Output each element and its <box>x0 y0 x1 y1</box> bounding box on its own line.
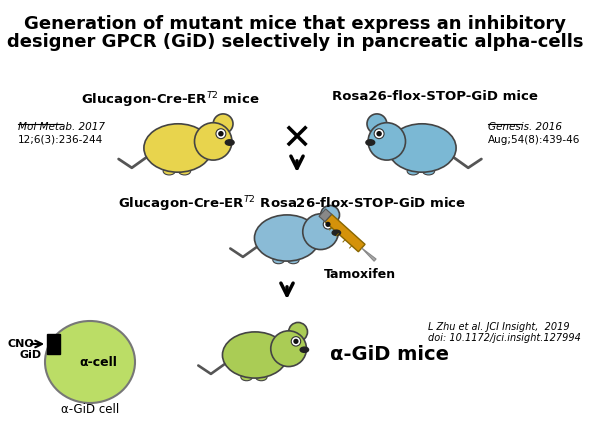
Polygon shape <box>325 214 365 252</box>
Circle shape <box>293 339 298 344</box>
Text: designer GPCR (GiD) selectively in pancreatic alpha-cells: designer GPCR (GiD) selectively in pancr… <box>7 33 583 51</box>
Ellipse shape <box>366 140 375 145</box>
Ellipse shape <box>300 347 309 352</box>
Text: α-cell: α-cell <box>79 355 117 368</box>
Polygon shape <box>362 248 376 261</box>
Ellipse shape <box>144 124 212 172</box>
Circle shape <box>376 131 382 136</box>
Circle shape <box>194 123 232 160</box>
Text: Aug;54(8):439-46: Aug;54(8):439-46 <box>488 135 580 145</box>
Circle shape <box>320 206 339 225</box>
Text: α-GiD mice: α-GiD mice <box>330 346 450 365</box>
Circle shape <box>216 129 226 139</box>
Ellipse shape <box>178 167 191 175</box>
Circle shape <box>374 129 384 139</box>
Ellipse shape <box>45 321 135 403</box>
Text: Mol Metab. 2017: Mol Metab. 2017 <box>18 122 105 132</box>
Ellipse shape <box>255 373 267 381</box>
Ellipse shape <box>255 215 320 261</box>
Text: Genesis. 2016: Genesis. 2016 <box>488 122 562 132</box>
Circle shape <box>288 322 307 341</box>
Ellipse shape <box>273 257 284 264</box>
Circle shape <box>325 222 330 227</box>
Text: Generation of mutant mice that express an inhibitory: Generation of mutant mice that express a… <box>24 15 566 33</box>
Text: L Zhu et al. JCI Insight,  2019: L Zhu et al. JCI Insight, 2019 <box>428 322 570 332</box>
Ellipse shape <box>388 124 456 172</box>
Ellipse shape <box>332 230 340 235</box>
Circle shape <box>218 131 223 136</box>
Text: Tamoxifen: Tamoxifen <box>324 268 396 281</box>
Text: Rosa26-flox-STOP-GiD mice: Rosa26-flox-STOP-GiD mice <box>332 90 538 103</box>
Polygon shape <box>319 209 332 222</box>
Ellipse shape <box>423 167 434 175</box>
Text: CNO: CNO <box>8 339 35 349</box>
Circle shape <box>213 114 233 134</box>
Ellipse shape <box>225 140 234 145</box>
FancyBboxPatch shape <box>47 334 60 354</box>
Circle shape <box>303 214 339 249</box>
Text: GiD: GiD <box>20 350 42 360</box>
Text: ✕: ✕ <box>282 123 312 157</box>
Text: 12;6(3):236-244: 12;6(3):236-244 <box>18 135 103 145</box>
Circle shape <box>323 219 333 229</box>
Text: α-GiD cell: α-GiD cell <box>61 403 119 416</box>
Text: Glucagon-Cre-ER$^{T2}$ Rosa26-flox-STOP-GiD mice: Glucagon-Cre-ER$^{T2}$ Rosa26-flox-STOP-… <box>118 194 466 214</box>
Text: doi: 10.1172/jci.insight.127994: doi: 10.1172/jci.insight.127994 <box>428 333 581 343</box>
Ellipse shape <box>222 332 288 378</box>
Ellipse shape <box>288 257 299 264</box>
Circle shape <box>367 114 387 134</box>
Ellipse shape <box>407 167 419 175</box>
Circle shape <box>271 331 307 367</box>
Ellipse shape <box>241 373 252 381</box>
Circle shape <box>368 123 405 160</box>
Circle shape <box>291 337 301 346</box>
Ellipse shape <box>163 167 176 175</box>
Text: Glucagon-Cre-ER$^{T2}$ mice: Glucagon-Cre-ER$^{T2}$ mice <box>81 90 259 110</box>
